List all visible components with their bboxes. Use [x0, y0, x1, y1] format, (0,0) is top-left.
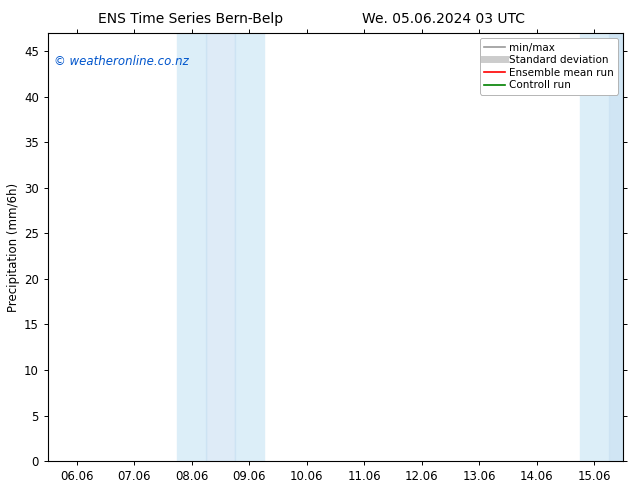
Bar [206, 33, 235, 461]
Legend: min/max, Standard deviation, Ensemble mean run, Controll run: min/max, Standard deviation, Ensemble me… [479, 38, 618, 95]
Bar [178, 33, 206, 461]
Text: ENS Time Series Bern-Belp: ENS Time Series Bern-Belp [98, 12, 283, 26]
Y-axis label: Precipitation (mm/6h): Precipitation (mm/6h) [7, 183, 20, 312]
Bar [579, 33, 623, 461]
Text: We. 05.06.2024 03 UTC: We. 05.06.2024 03 UTC [362, 12, 526, 26]
Text: © weatheronline.co.nz: © weatheronline.co.nz [54, 54, 188, 68]
Bar [235, 33, 264, 461]
Bar [609, 33, 623, 461]
